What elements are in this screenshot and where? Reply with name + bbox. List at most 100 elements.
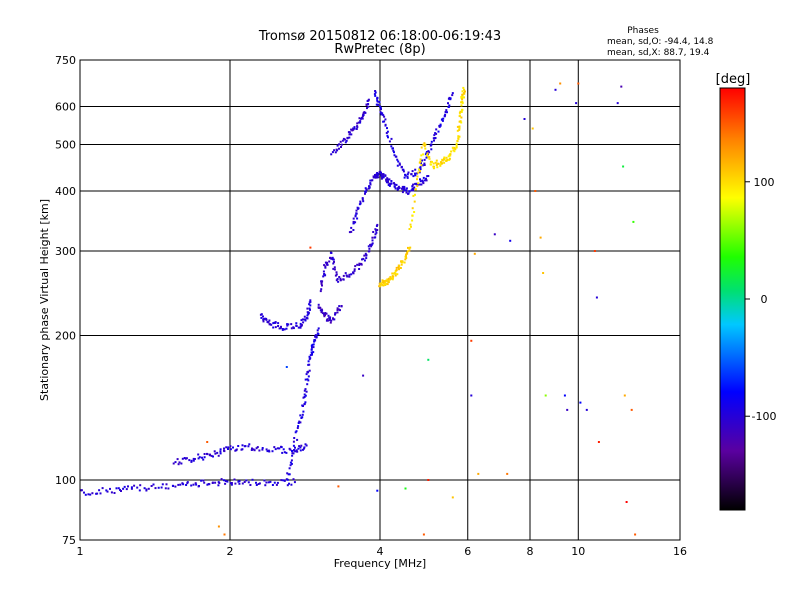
data-point <box>194 482 197 485</box>
data-point <box>411 219 414 222</box>
data-point <box>358 203 361 206</box>
data-point <box>285 327 288 330</box>
data-point <box>386 181 389 184</box>
data-point <box>87 493 90 496</box>
data-point <box>358 268 361 270</box>
data-point <box>451 94 454 97</box>
data-point <box>355 209 358 212</box>
data-point <box>374 91 377 94</box>
data-point <box>417 171 420 174</box>
data-point <box>269 480 272 483</box>
data-point <box>393 154 396 157</box>
data-point <box>350 273 353 276</box>
data-point <box>277 322 280 325</box>
data-point <box>258 449 261 452</box>
data-point <box>193 458 196 460</box>
scatter-point <box>427 479 430 481</box>
data-point <box>101 487 104 490</box>
data-point <box>264 317 267 320</box>
data-point <box>212 455 214 458</box>
data-point <box>340 305 343 308</box>
data-point <box>463 92 466 95</box>
data-point <box>309 308 311 311</box>
data-point <box>295 430 298 433</box>
data-point <box>305 373 308 376</box>
data-point <box>255 447 258 450</box>
data-point <box>282 479 285 482</box>
data-point <box>286 324 289 327</box>
data-point <box>334 313 336 316</box>
data-point <box>303 447 305 450</box>
data-point <box>380 172 382 174</box>
data-point <box>266 450 269 453</box>
data-point <box>232 446 234 449</box>
data-point <box>409 246 412 249</box>
data-point <box>256 446 259 449</box>
data-point <box>353 268 356 271</box>
data-point <box>392 275 395 278</box>
data-point <box>312 343 315 346</box>
data-point <box>292 440 295 443</box>
data-point <box>218 482 221 484</box>
data-point <box>190 459 193 462</box>
data-point <box>365 254 368 257</box>
data-point <box>301 318 304 321</box>
data-point <box>277 325 280 327</box>
data-point <box>359 121 362 124</box>
data-point <box>399 267 402 269</box>
data-point <box>299 449 302 452</box>
scatter-point <box>634 533 637 536</box>
data-point <box>383 115 386 118</box>
data-point <box>233 478 236 481</box>
data-point <box>327 314 330 317</box>
data-point <box>321 280 324 283</box>
data-point <box>113 492 116 494</box>
data-point <box>296 450 299 453</box>
data-point <box>383 120 386 123</box>
data-point <box>324 313 326 316</box>
data-point <box>386 177 389 180</box>
data-point <box>426 152 429 155</box>
data-point <box>152 483 155 486</box>
data-point <box>433 134 436 137</box>
data-point <box>424 143 427 146</box>
data-point <box>385 132 388 134</box>
data-point <box>403 188 406 191</box>
data-point <box>386 283 389 286</box>
data-point <box>237 445 240 447</box>
data-point <box>383 282 386 285</box>
data-point <box>304 378 307 381</box>
data-point <box>303 315 306 318</box>
data-point <box>320 281 323 284</box>
data-point <box>450 150 453 153</box>
data-point <box>304 388 307 391</box>
data-point <box>404 189 407 192</box>
colorbar-label: [deg] <box>716 72 751 87</box>
data-point <box>417 182 420 185</box>
data-point <box>270 323 273 326</box>
data-point <box>443 158 446 161</box>
data-point <box>387 136 389 139</box>
x-tick-label: 8 <box>527 545 534 558</box>
data-point <box>420 146 423 149</box>
data-point <box>342 278 345 281</box>
data-point <box>418 168 420 171</box>
data-point <box>407 246 409 249</box>
chart-subtitle: RwPretec (8p) <box>334 42 425 57</box>
data-point <box>178 461 181 464</box>
data-point <box>172 485 175 487</box>
data-point <box>261 447 264 449</box>
data-point <box>306 314 309 317</box>
data-point <box>117 487 120 490</box>
data-point <box>388 140 391 143</box>
data-point <box>391 147 394 150</box>
data-point <box>217 484 220 487</box>
data-point <box>120 490 122 492</box>
data-point <box>336 309 339 311</box>
data-point <box>293 437 296 439</box>
data-point <box>273 446 276 449</box>
data-point <box>443 114 446 117</box>
data-point <box>367 98 370 101</box>
data-point <box>161 483 164 486</box>
